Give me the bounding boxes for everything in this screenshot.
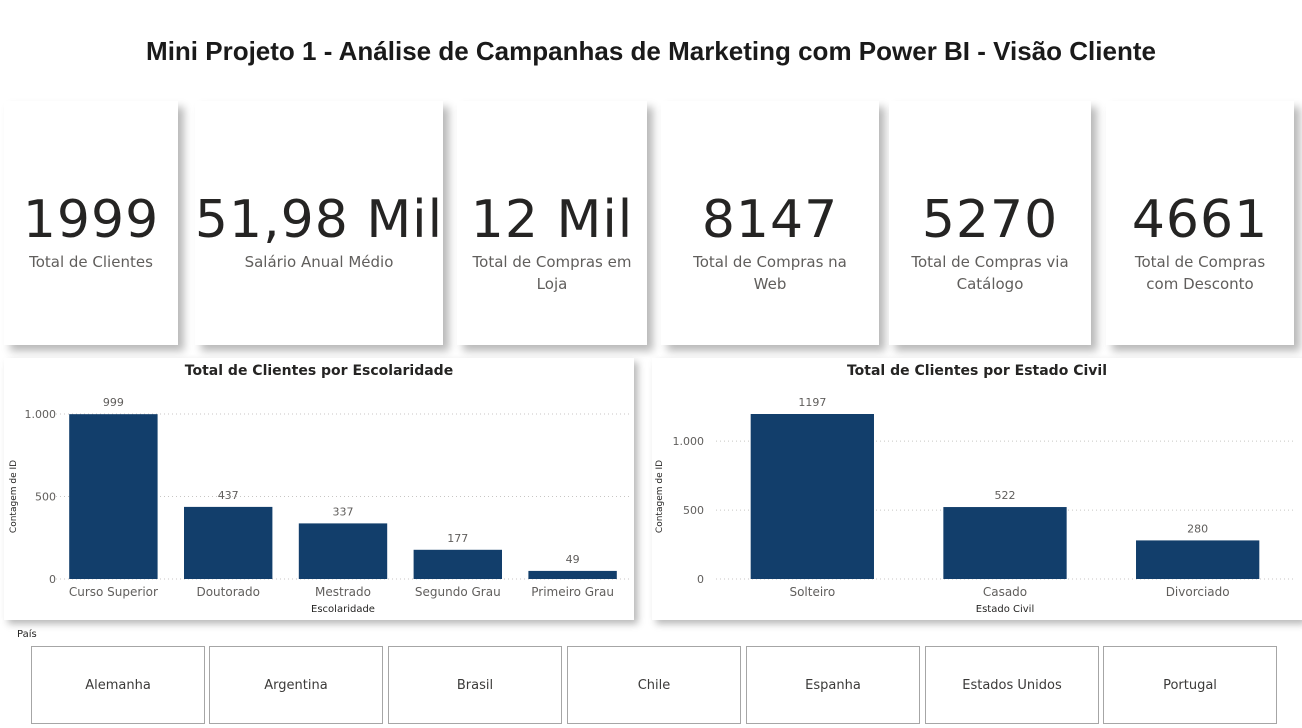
data-label: 49 <box>566 553 580 566</box>
y-tick-label: 1.000 <box>673 435 705 448</box>
x-tick-label: Segundo Grau <box>415 585 501 599</box>
slicer-item-portugal[interactable]: Portugal <box>1103 646 1277 724</box>
y-axis-label: Contagem de ID <box>9 460 19 533</box>
y-axis-label: Contagem de ID <box>655 460 665 533</box>
kpi-value: 51,98 Mil <box>194 190 444 250</box>
slicer-item-chile[interactable]: Chile <box>567 646 741 724</box>
x-tick-label: Solteiro <box>789 585 835 599</box>
slicer-item-brasil[interactable]: Brasil <box>388 646 562 724</box>
kpi-value: 1999 <box>22 190 160 250</box>
slicer-item-espanha[interactable]: Espanha <box>746 646 920 724</box>
slicer-label: País <box>17 629 37 640</box>
x-tick-label: Mestrado <box>315 585 371 599</box>
data-label: 999 <box>103 396 124 409</box>
chart-estado-civil[interactable]: Total de Clientes por Estado Civil 0 500 1.… <box>652 358 1302 620</box>
kpi-card-compras-loja[interactable]: 12 Mil Total de Compras em Loja <box>457 101 647 345</box>
slicer-item-argentina[interactable]: Argentina <box>209 646 383 724</box>
chart-estado-civil-svg: Total de Clientes por Estado Civil 0 500 1.… <box>655 363 1294 615</box>
slicer-item-alemanha[interactable]: Alemanha <box>31 646 205 724</box>
bar <box>298 523 388 579</box>
kpi-label: Total de Compras com Desconto <box>1134 253 1266 293</box>
kpi-card-compras-catalogo[interactable]: 5270 Total de Compras via Catálogo <box>889 101 1091 345</box>
x-tick-label: Divorciado <box>1166 585 1230 599</box>
bar <box>413 549 502 579</box>
data-label: 177 <box>447 532 468 545</box>
x-axis-label: Escolaridade <box>311 604 375 615</box>
y-tick-label: 0 <box>697 573 704 586</box>
kpi-value: 8147 <box>701 190 839 250</box>
kpi-value: 4661 <box>1131 190 1269 250</box>
bar <box>69 414 158 579</box>
page-title: Mini Projeto 1 - Análise de Campanhas de… <box>146 36 1156 66</box>
data-label: 437 <box>218 489 239 502</box>
y-tick-label: 1.000 <box>25 408 57 421</box>
kpi-card-compras-web[interactable]: 8147 Total de Compras na Web <box>661 101 879 345</box>
chart-title: Total de Clientes por Escolaridade <box>185 363 453 379</box>
data-label: 1197 <box>798 396 826 409</box>
kpi-value: 5270 <box>921 190 1059 250</box>
x-tick-label: Primeiro Grau <box>531 585 614 599</box>
x-axis-label: Estado Civil <box>976 604 1034 615</box>
y-tick-label: 0 <box>49 573 56 586</box>
data-label: 280 <box>1187 522 1208 535</box>
kpi-value: 12 Mil <box>470 190 634 250</box>
kpi-label: Total de Compras via Catálogo <box>911 253 1069 293</box>
bar <box>184 506 273 579</box>
x-tick-label: Curso Superior <box>69 585 158 599</box>
chart-title: Total de Clientes por Estado Civil <box>847 363 1107 379</box>
data-label: 522 <box>995 489 1016 502</box>
chart-escolaridade[interactable]: Total de Clientes por Escolaridade 0 500 1.… <box>4 358 634 620</box>
kpi-label: Total de Compras na Web <box>693 253 847 293</box>
bar <box>750 414 874 579</box>
kpi-card-total-clientes[interactable]: 1999 Total de Clientes <box>4 101 178 345</box>
kpi-label: Total de Compras em Loja <box>472 253 632 293</box>
kpi-label: Total de Clientes <box>29 253 153 271</box>
y-tick-label: 500 <box>683 504 704 517</box>
data-label: 337 <box>333 505 354 518</box>
kpi-card-compras-desconto[interactable]: 4661 Total de Compras com Desconto <box>1106 101 1294 345</box>
y-tick-label: 500 <box>35 491 56 504</box>
x-tick-label: Casado <box>983 585 1027 599</box>
x-tick-label: Doutorado <box>196 585 259 599</box>
kpi-label: Salário Anual Médio <box>244 253 394 271</box>
chart-escolaridade-svg: Total de Clientes por Escolaridade 0 500 1.… <box>9 363 630 615</box>
bar <box>943 507 1067 579</box>
bar <box>1136 540 1260 579</box>
slicer-item-estados-unidos[interactable]: Estados Unidos <box>925 646 1099 724</box>
kpi-card-salario-anual[interactable]: 51,98 Mil Salário Anual Médio <box>195 101 443 345</box>
bar <box>528 570 617 579</box>
